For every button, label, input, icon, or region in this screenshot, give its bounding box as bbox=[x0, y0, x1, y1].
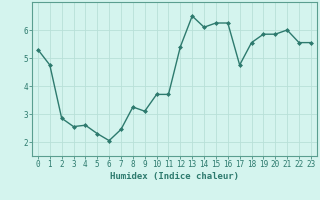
X-axis label: Humidex (Indice chaleur): Humidex (Indice chaleur) bbox=[110, 172, 239, 181]
